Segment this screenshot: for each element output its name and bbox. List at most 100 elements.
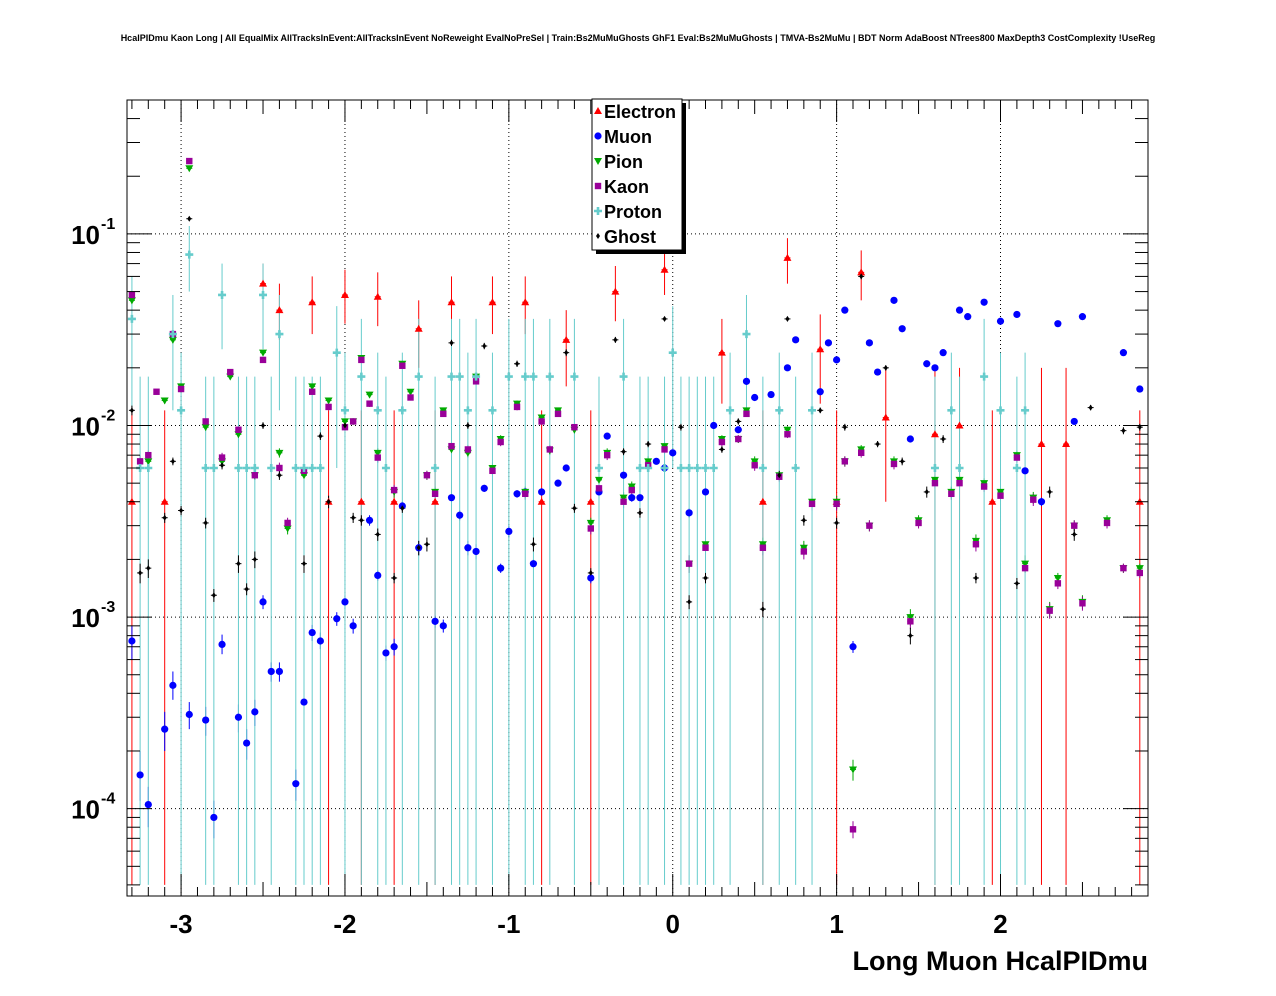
ghost-point <box>351 514 356 521</box>
muon-point <box>636 494 644 502</box>
proton-point <box>299 463 308 472</box>
kaon-point <box>308 388 316 395</box>
muon-point <box>554 479 562 487</box>
muon-point <box>898 325 906 333</box>
muon-point <box>964 313 972 321</box>
ghost-point <box>236 560 241 567</box>
kaon-point <box>546 446 554 453</box>
muon-point <box>365 516 374 524</box>
kaon-point <box>202 418 209 425</box>
kaon-point <box>1103 519 1111 527</box>
kaon-point <box>136 458 144 465</box>
electron-point <box>275 306 284 314</box>
ghost-point <box>1014 580 1019 587</box>
muon-point <box>939 349 947 357</box>
proton-point <box>234 463 243 472</box>
ghost-point <box>277 472 282 479</box>
ghost-point <box>392 574 397 581</box>
kaon-point <box>751 462 758 469</box>
kaon-point <box>153 388 160 395</box>
y-tick-label: 10 -3 <box>71 599 115 633</box>
kaon-point <box>1071 522 1078 529</box>
proton-point <box>685 463 694 472</box>
kaon-point <box>1054 580 1062 587</box>
kaon-point <box>849 826 857 833</box>
ghost-point <box>359 517 364 524</box>
electron-point <box>308 298 317 306</box>
muon-point <box>833 356 841 364</box>
kaon-point <box>177 385 185 393</box>
ghost-point <box>252 556 257 563</box>
electron-point <box>930 430 939 438</box>
legend-box <box>591 98 683 251</box>
muon-point <box>382 649 390 657</box>
x-tick-label: 2 <box>993 909 1007 939</box>
pion-point <box>201 424 210 432</box>
electron-point <box>857 268 866 276</box>
muon-point <box>767 390 775 399</box>
kaon-point <box>1021 564 1029 572</box>
kaon-point <box>743 410 750 418</box>
ghost-point <box>613 336 618 343</box>
kaon-point <box>145 451 152 459</box>
proton-point <box>185 250 194 259</box>
muon-point <box>619 471 628 479</box>
muon-point <box>439 622 447 630</box>
ghost-point <box>818 407 823 414</box>
ghost-point <box>662 315 667 322</box>
electron-point <box>562 335 571 343</box>
kaon-point <box>259 356 267 364</box>
kaon-point <box>284 519 291 527</box>
electron-point <box>611 287 620 295</box>
kaon-point <box>554 410 562 418</box>
proton-point <box>635 463 644 472</box>
electron-point <box>1062 440 1071 448</box>
muon-point <box>562 464 570 472</box>
pion-point <box>537 414 546 422</box>
ghost-point <box>875 441 880 448</box>
muon-point <box>734 426 742 434</box>
muon-point <box>652 457 660 465</box>
electron-point <box>988 497 997 505</box>
muon-point <box>792 336 800 344</box>
kaon-point <box>399 362 406 369</box>
electron-point <box>488 298 497 306</box>
electron-point <box>373 292 382 300</box>
ghost-point <box>719 446 724 453</box>
pion-point <box>594 476 603 484</box>
muon-point <box>742 377 751 385</box>
kaon-point <box>358 356 365 364</box>
ghost-point <box>801 517 806 524</box>
legend-kaon-label: Kaon <box>604 177 649 197</box>
muon-point <box>996 317 1005 325</box>
proton-point <box>291 463 300 472</box>
muon-point <box>701 488 710 496</box>
kaon-point <box>595 485 603 492</box>
kaon-point <box>464 446 472 453</box>
x-tick-label: 1 <box>829 909 843 939</box>
proton-point <box>996 406 1005 415</box>
kaon-point <box>603 451 611 459</box>
muon-point <box>538 488 546 496</box>
muon-point <box>1078 313 1087 321</box>
muon-point <box>161 725 169 733</box>
pion-point <box>275 449 284 457</box>
ghost-point <box>138 569 143 576</box>
ghost-point <box>465 422 470 429</box>
kaon-point <box>841 458 849 465</box>
legend-pion-marker <box>594 158 602 165</box>
muon-point <box>685 509 693 517</box>
muon-point <box>202 716 210 724</box>
ghost-point <box>170 458 175 465</box>
muon-point <box>300 698 308 706</box>
muon-point <box>1021 467 1029 475</box>
proton-point <box>808 406 817 415</box>
muon-point <box>316 637 324 645</box>
kaon-point <box>997 492 1004 499</box>
muon-point <box>1054 320 1062 328</box>
proton-point <box>447 372 456 381</box>
ghost-point <box>326 498 331 505</box>
y-tick-mantissa: 10 <box>71 603 100 633</box>
kaon-point <box>628 486 635 494</box>
muon-point <box>751 393 759 402</box>
